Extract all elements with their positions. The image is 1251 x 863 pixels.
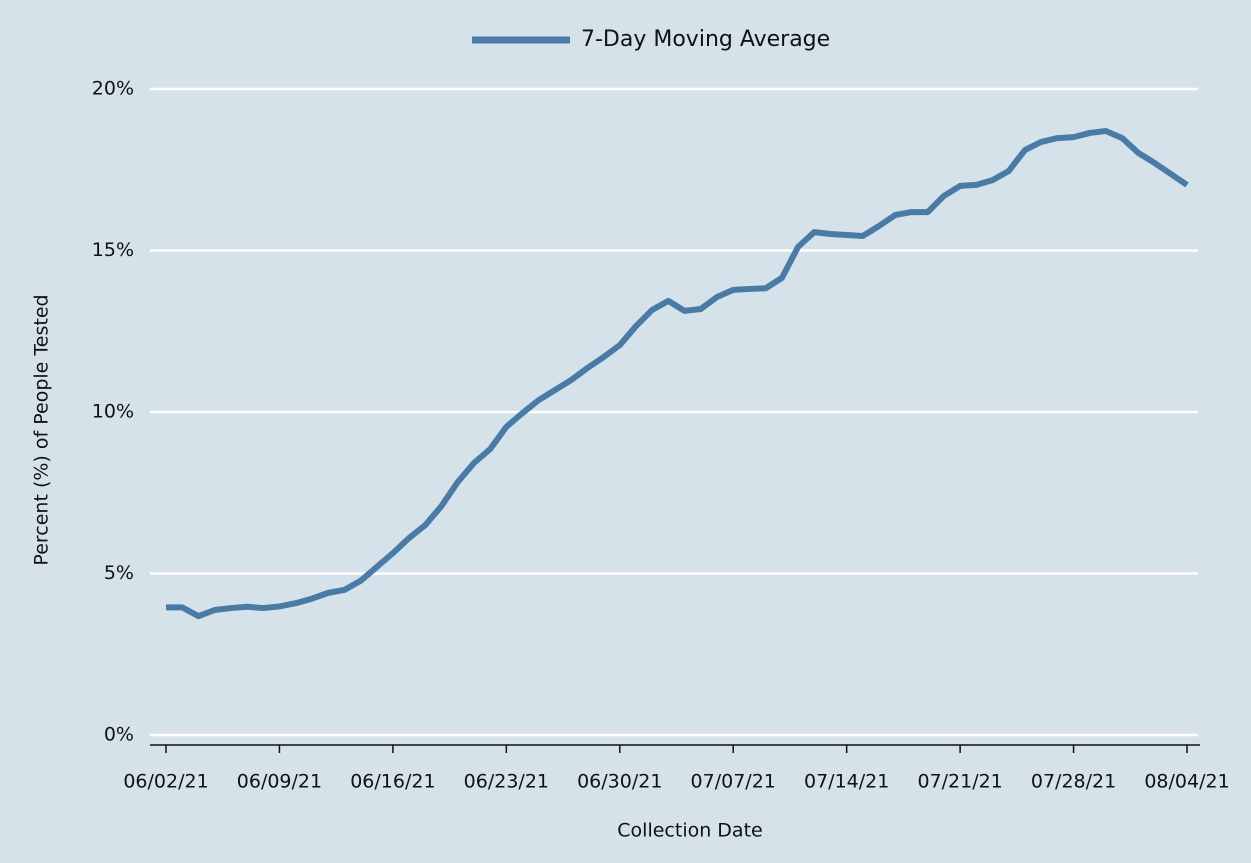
x-tick-label: 07/14/21 xyxy=(804,771,889,793)
x-tick-label: 07/21/21 xyxy=(917,771,1002,793)
x-tick-label: 08/04/21 xyxy=(1144,771,1229,793)
x-tick-label: 07/28/21 xyxy=(1031,771,1116,793)
y-tick-label: 10% xyxy=(92,401,134,423)
y-tick-label: 5% xyxy=(104,562,134,584)
y-tick-label: 0% xyxy=(104,724,134,746)
data-line xyxy=(166,127,1189,620)
y-axis-label: Percent (%) of People Tested xyxy=(31,294,53,565)
x-axis-label: Collection Date xyxy=(617,820,762,842)
x-tick-label: 06/16/21 xyxy=(350,771,435,793)
y-tick-label: 15% xyxy=(92,239,134,261)
x-tick-label: 06/30/21 xyxy=(577,771,662,793)
x-tick-label: 06/02/21 xyxy=(123,771,208,793)
x-tick-label: 06/09/21 xyxy=(237,771,322,793)
x-tick-label: 07/07/21 xyxy=(691,771,776,793)
x-tick-label: 06/23/21 xyxy=(464,771,549,793)
y-tick-label: 20% xyxy=(92,78,134,100)
legend-label: 7-Day Moving Average xyxy=(581,27,830,52)
